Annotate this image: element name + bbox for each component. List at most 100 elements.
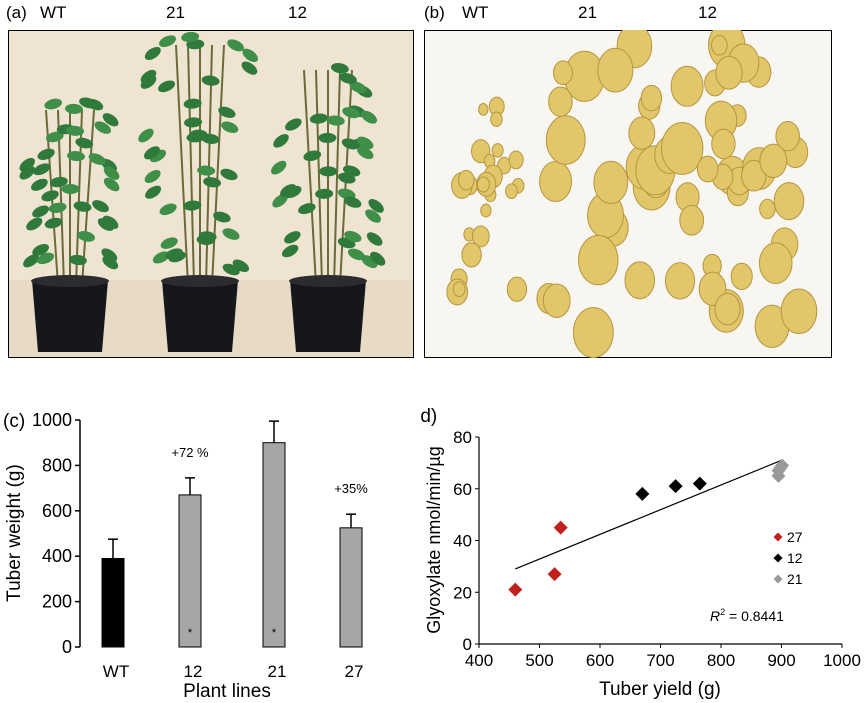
tuber	[741, 159, 767, 192]
leaf	[144, 146, 160, 160]
tuber	[490, 111, 503, 127]
tuber	[711, 35, 728, 56]
percent-annotation: +72 %	[171, 445, 209, 460]
leaf	[67, 151, 85, 162]
leaf	[41, 190, 59, 202]
y-tick-label: 200	[42, 592, 72, 612]
leaf	[315, 188, 334, 199]
panel-b-label: (b)	[424, 3, 445, 22]
leaf	[284, 185, 302, 199]
percent-annotation: +35%	[334, 481, 368, 496]
significance-marker: *	[272, 627, 277, 639]
tuber	[758, 242, 793, 284]
leaf	[344, 196, 362, 208]
leaf	[49, 176, 68, 188]
y-tick-label: 400	[42, 546, 72, 566]
legend-marker-21	[773, 574, 783, 584]
tuber	[624, 261, 656, 300]
leaf	[48, 202, 67, 214]
leaf	[102, 255, 119, 270]
tuber	[505, 183, 518, 200]
leaf	[318, 132, 337, 143]
tuber	[545, 115, 586, 165]
plant	[19, 97, 120, 352]
leaf	[201, 133, 220, 144]
y-tick-label: 800	[42, 455, 72, 475]
leaf	[65, 103, 83, 114]
leaf	[357, 146, 374, 160]
legend-marker-27	[773, 532, 783, 542]
leaf	[220, 168, 238, 181]
panel-a-line-12: 12	[288, 3, 307, 22]
trendline	[515, 459, 782, 570]
legend-marker-12	[773, 553, 783, 563]
tuber	[593, 160, 629, 205]
tuber	[452, 281, 466, 297]
leaf	[370, 251, 386, 266]
tuber	[476, 176, 490, 193]
leaf	[203, 177, 222, 188]
leaf	[19, 157, 35, 172]
leaf	[242, 48, 259, 63]
panel-b-line-wt: WT	[462, 3, 489, 22]
stem	[315, 69, 323, 286]
tuber	[775, 121, 800, 152]
tuber	[715, 55, 743, 90]
leaf	[165, 248, 183, 260]
leaf	[183, 98, 202, 109]
leaf	[68, 254, 87, 266]
percent-annotation: +131%	[254, 400, 295, 403]
leaf	[92, 200, 109, 213]
x-axis-label: Tuber yield (g)	[599, 679, 721, 700]
legend-label-27: 27	[787, 529, 803, 545]
leaf	[218, 106, 236, 118]
point-line-21	[775, 458, 790, 473]
panel-b-line-21: 21	[578, 3, 597, 22]
pot-rim	[289, 275, 367, 287]
tuber	[759, 143, 788, 179]
leaf	[19, 165, 36, 180]
tuber	[508, 150, 524, 170]
leaf	[159, 203, 177, 216]
tuber-weight-bar-chart: (c) Tuber weight (g) Plant lines 0 200 400…	[3, 400, 368, 702]
x-tick-label: 1000	[823, 651, 861, 670]
x-tick-label: 27	[345, 662, 364, 681]
leaf	[341, 138, 360, 150]
panel-a-line-wt: WT	[40, 3, 67, 22]
x-tick-label: 12	[184, 662, 203, 681]
y-tick-label: 60	[453, 480, 472, 499]
tuber	[711, 128, 736, 160]
panel-d-label: (d)	[420, 406, 437, 427]
stem	[333, 69, 341, 286]
tuber	[542, 283, 571, 318]
leaf	[271, 160, 287, 175]
significance-marker: *	[188, 627, 193, 639]
leaf	[26, 217, 43, 231]
leaf	[86, 98, 104, 111]
leaf	[303, 150, 322, 162]
tuber	[670, 65, 704, 107]
tuber	[577, 234, 619, 286]
leaf	[61, 184, 80, 195]
leaf	[284, 231, 301, 244]
leaf	[347, 248, 365, 261]
leaf	[181, 31, 200, 43]
point-line-27	[547, 567, 562, 582]
panel-a-label: (a)	[6, 3, 27, 22]
point-line-12	[668, 479, 683, 494]
leaf	[31, 178, 48, 191]
point-line-27	[508, 582, 523, 597]
panel-b-line-12: 12	[698, 3, 717, 22]
leaf	[221, 121, 239, 134]
plant	[271, 63, 386, 352]
tuber	[660, 121, 704, 175]
leaf	[298, 203, 316, 215]
leaf	[36, 252, 55, 265]
x-tick-label: 600	[586, 651, 614, 670]
tuber	[696, 155, 719, 183]
leaf	[32, 205, 49, 218]
x-tick-label: 21	[268, 662, 287, 681]
leaf	[66, 125, 85, 136]
leaf	[75, 137, 94, 149]
tuber	[714, 292, 741, 326]
